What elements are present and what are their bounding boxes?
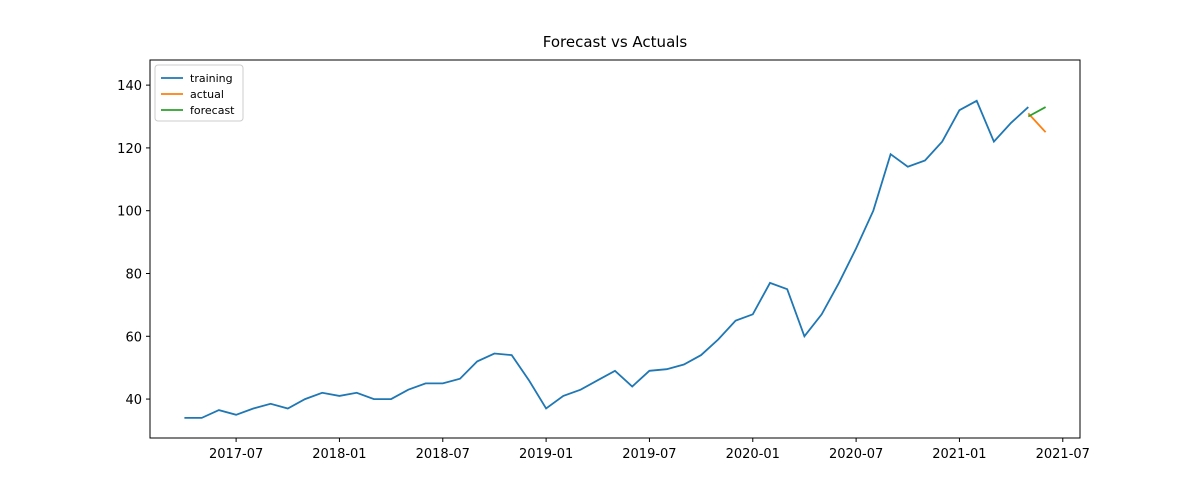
- legend-label: forecast: [190, 104, 235, 117]
- data-line: [1027, 106, 1047, 118]
- x-tick-label: 2018-07: [416, 447, 470, 462]
- x-tick-label: 2021-01: [932, 447, 986, 462]
- y-tick-label: 60: [125, 330, 142, 345]
- x-tick-label: 2020-07: [829, 447, 883, 462]
- x-tick-label: 2020-01: [726, 447, 780, 462]
- y-tick-label: 120: [117, 142, 142, 157]
- x-tick-label: 2017-07: [209, 447, 263, 462]
- data-line: [184, 99, 1029, 419]
- x-tick-label: 2018-01: [312, 447, 366, 462]
- y-tick-label: 100: [117, 205, 142, 220]
- legend-label: actual: [190, 88, 224, 101]
- x-tick-label: 2021-07: [1036, 447, 1090, 462]
- y-tick-label: 140: [117, 79, 142, 94]
- legend-label: training: [190, 72, 233, 85]
- y-tick-label: 40: [125, 393, 142, 408]
- legend-box: [154, 64, 244, 122]
- data-line: [1027, 112, 1047, 133]
- chart-title: Forecast vs Actuals: [543, 33, 688, 51]
- x-tick-label: 2019-01: [519, 447, 573, 462]
- x-tick-label: 2019-07: [622, 447, 676, 462]
- y-tick-label: 80: [125, 267, 142, 282]
- plot-frame: [149, 59, 1081, 439]
